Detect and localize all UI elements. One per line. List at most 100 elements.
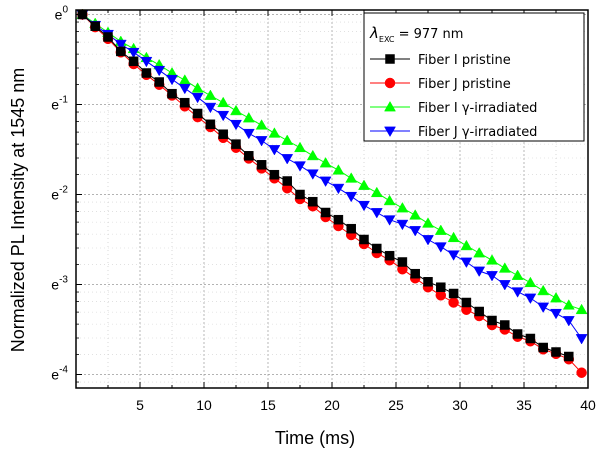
data-point (434, 242, 447, 253)
series-line (82, 14, 582, 311)
data-point (256, 160, 267, 170)
data-point (410, 268, 420, 279)
data-point (218, 129, 228, 139)
x-tick-label: 10 (196, 397, 212, 413)
legend-box (363, 12, 585, 142)
data-point (370, 208, 383, 219)
data-point (192, 108, 203, 119)
series-group (76, 8, 588, 378)
y-tick-label: e0 (55, 5, 69, 23)
data-point (204, 89, 217, 100)
data-point (372, 243, 382, 254)
data-point (306, 149, 319, 161)
data-point (370, 186, 383, 198)
data-point (128, 56, 139, 67)
data-point (512, 329, 523, 339)
data-point (409, 209, 422, 220)
data-point (244, 151, 254, 161)
legend-entries: Fiber I pristine Fiber J pristine Fiber I … (370, 53, 537, 140)
data-point (180, 97, 190, 108)
data-point (154, 77, 164, 87)
series-square (77, 9, 574, 362)
y-tick-label: e-1 (51, 95, 68, 113)
data-point (409, 226, 422, 237)
data-point (436, 282, 446, 292)
y-tick-label: e-2 (51, 185, 68, 203)
data-point (447, 250, 460, 261)
data-point (153, 65, 166, 77)
data-point (486, 254, 498, 265)
data-point (383, 215, 396, 226)
data-point (268, 127, 281, 138)
data-point (448, 288, 459, 299)
legend-label: Fiber I γ-irradiated (418, 101, 537, 116)
data-point (537, 302, 550, 314)
legend: λEXC = 977 nm Fiber I pristine Fiber J pr… (363, 12, 585, 142)
data-point (269, 169, 280, 180)
data-point (447, 231, 460, 243)
data-point (308, 196, 318, 207)
data-point (204, 102, 217, 114)
data-point (103, 32, 113, 42)
data-point (127, 47, 140, 59)
data-point (358, 200, 370, 212)
y-axis-title: Normalized PL Intensity at 1545 nm (8, 68, 28, 352)
legend-marker (384, 77, 396, 89)
y-tick-exponent: -2 (59, 185, 68, 196)
data-point (524, 293, 537, 305)
data-point (422, 235, 434, 246)
y-tick-exponent: -4 (59, 365, 68, 376)
data-point (230, 104, 242, 116)
legend-header-symbol: λ (369, 24, 379, 42)
data-point (359, 234, 369, 245)
series-line (82, 14, 582, 374)
data-point (396, 219, 409, 231)
legend-label: Fiber I pristine (418, 53, 511, 68)
data-point (487, 315, 497, 326)
data-point (358, 179, 370, 190)
data-point (396, 201, 409, 213)
data-point (384, 250, 395, 261)
data-point (486, 271, 498, 282)
data-point (242, 128, 255, 140)
data-point (333, 214, 344, 225)
data-point (191, 92, 204, 104)
legend-header-text: = 977 nm (394, 27, 463, 42)
data-point (551, 347, 561, 357)
x-tick-label: 15 (260, 397, 276, 413)
data-point (511, 287, 524, 298)
data-point (332, 183, 345, 195)
data-point (116, 46, 126, 57)
series-line (82, 14, 583, 339)
y-tick-exponent: 0 (62, 5, 68, 16)
data-point (242, 111, 255, 123)
data-point (345, 172, 358, 183)
y-tick-label: e-4 (51, 365, 68, 383)
data-point (498, 280, 511, 291)
data-point (460, 257, 473, 269)
data-point (332, 164, 345, 175)
data-point (461, 297, 472, 308)
data-point (319, 176, 332, 188)
legend-label: Fiber J pristine (418, 77, 511, 92)
data-point (217, 96, 230, 108)
legend-marker (385, 54, 395, 64)
data-point (140, 56, 153, 68)
data-point (282, 176, 292, 186)
data-point (346, 223, 356, 234)
legend-header: λEXC = 977 nm (369, 24, 463, 44)
data-point (383, 194, 396, 206)
series-triangle-down (76, 10, 588, 345)
data-point (141, 68, 152, 78)
x-tick-label: 5 (136, 397, 144, 413)
data-point (306, 169, 319, 180)
y-tick-label: e-3 (51, 275, 68, 293)
data-point (217, 110, 230, 122)
y-tick-base: e (51, 97, 59, 113)
legend-marker (384, 126, 396, 138)
legend-entry: Fiber I γ-irradiated (370, 100, 537, 116)
data-point (231, 139, 241, 149)
data-point (473, 246, 486, 258)
data-point (524, 276, 537, 288)
